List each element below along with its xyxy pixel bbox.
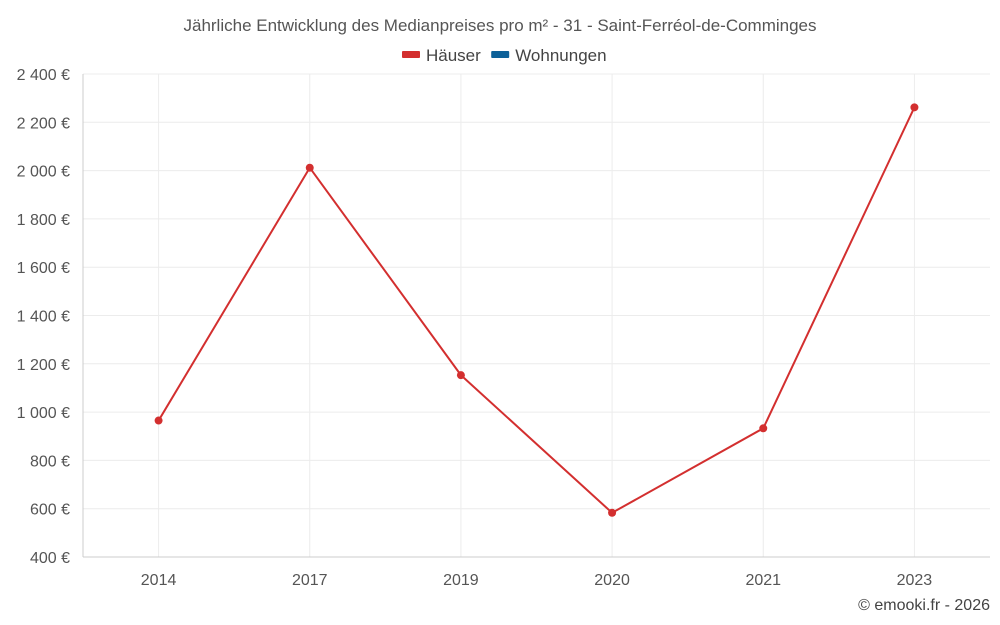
y-axis: 400 € 600 € 800 € 1 000 € 1 200 € 1 400 € 1 60… [17,67,70,567]
y-tick-label: 800 € [30,453,70,470]
legend-label: Häuser [426,46,481,65]
grid-lines [82,73,990,558]
legend-label: Wohnungen [515,46,606,65]
y-tick-label: 1 200 € [17,357,70,374]
chart-title: Jährliche Entwicklung des Medianpreises … [183,16,816,35]
data-point-2017[interactable] [305,163,314,172]
data-point-2021[interactable] [759,424,768,433]
x-tick-label: 2019 [443,572,479,589]
x-tick-label: 2021 [745,572,781,589]
y-tick-label: 2 000 € [17,164,70,181]
data-point-2020[interactable] [608,508,617,517]
data-point-2023[interactable] [910,103,919,112]
x-axis: 2014 2017 2019 2020 2021 2023 [141,572,933,589]
y-tick-label: 1 000 € [17,405,70,422]
y-tick-label: 600 € [30,502,70,519]
y-tick-label: 1 800 € [17,212,70,229]
legend-item-häuser[interactable]: Häuser [402,46,481,65]
x-tick-label: 2014 [141,572,177,589]
legend-item-wohnungen[interactable]: Wohnungen [491,46,607,65]
x-tick-label: 2017 [292,572,328,589]
data-point-2019[interactable] [456,371,465,380]
y-tick-label: 1 400 € [17,309,70,326]
legend-swatch [402,51,420,58]
legend-swatch [491,51,510,58]
y-tick-label: 2 200 € [17,115,70,132]
credit-text: © emooki.fr - 2026 [858,597,990,614]
data-point-2014[interactable] [154,416,163,425]
series-line-häuser [157,106,916,514]
legend: Häuser Wohnungen [402,46,607,65]
x-tick-label: 2023 [897,572,933,589]
y-tick-label: 2 400 € [17,67,70,84]
x-tick-label: 2020 [594,572,630,589]
y-tick-label: 400 € [30,550,70,567]
series-layer [154,103,919,517]
y-tick-label: 1 600 € [17,260,70,277]
